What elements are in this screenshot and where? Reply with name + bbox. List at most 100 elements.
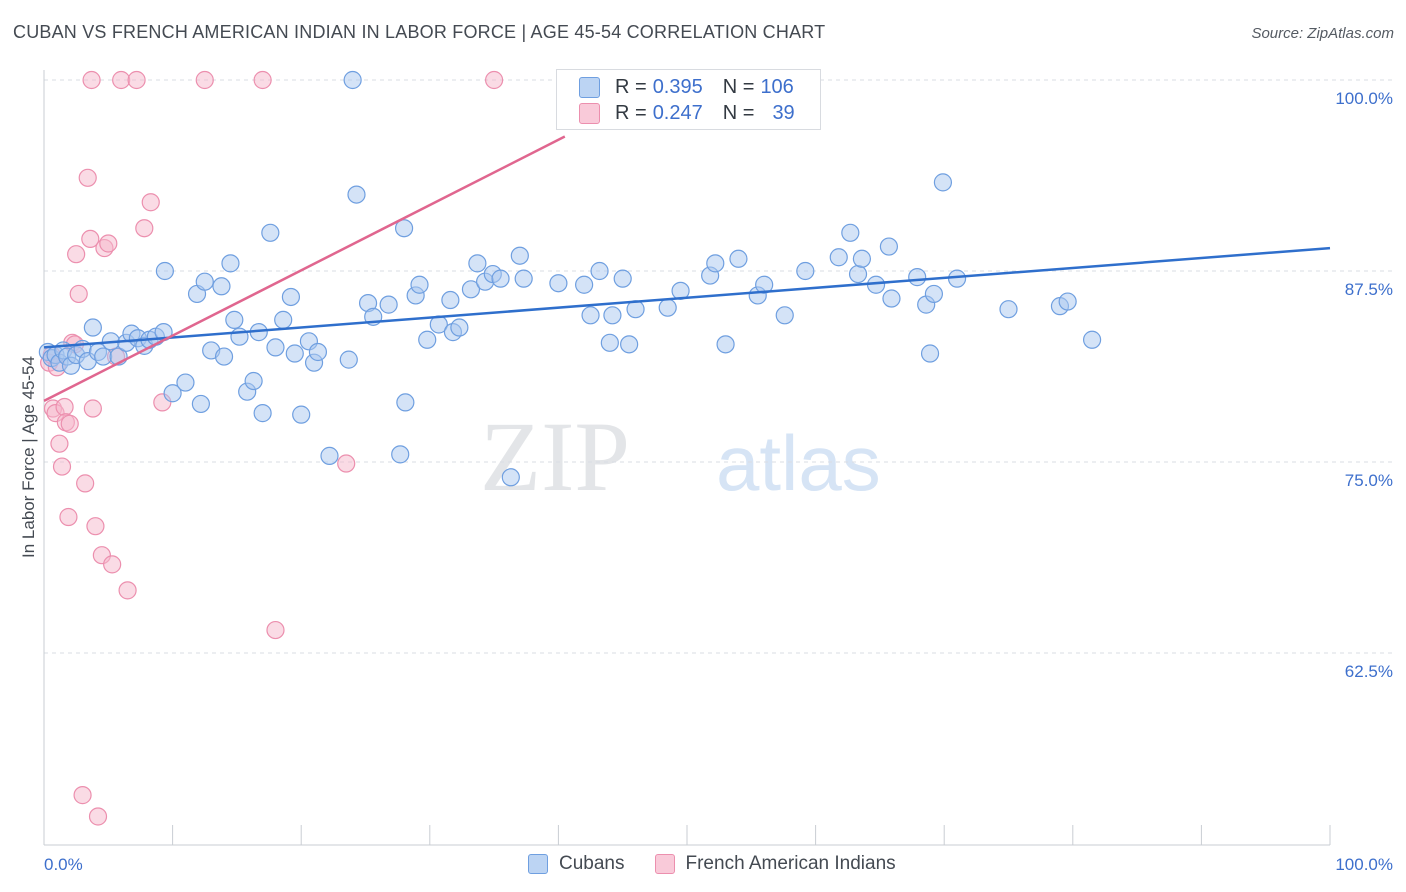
french-point-26 bbox=[103, 555, 122, 574]
legend-item-cubans: Cubans bbox=[528, 853, 625, 875]
y-axis-label: In Labor Force | Age 45-54 bbox=[19, 356, 38, 558]
cuban-point-106 bbox=[1058, 292, 1077, 311]
cuban-point-74 bbox=[581, 306, 600, 325]
axes bbox=[43, 70, 1330, 846]
source-label: Source: ZipAtlas.com bbox=[1251, 25, 1394, 42]
cuban-point-54 bbox=[391, 445, 410, 464]
cubans-swatch bbox=[579, 76, 600, 98]
cuban-point-26 bbox=[191, 394, 210, 414]
cuban-point-50 bbox=[347, 185, 366, 204]
french-point-10 bbox=[60, 414, 79, 433]
cuban-point-72 bbox=[549, 274, 568, 293]
cuban-point-70 bbox=[510, 246, 529, 265]
cuban-point-102 bbox=[933, 173, 953, 192]
x-ticks bbox=[43, 825, 1331, 845]
r-label: R = bbox=[615, 101, 647, 124]
cuban-point-104 bbox=[999, 300, 1018, 319]
cuban-point-64 bbox=[461, 280, 481, 299]
cuban-point-12 bbox=[94, 347, 113, 366]
cuban-point-58 bbox=[410, 275, 429, 294]
y-tick-label-0: 100.0% bbox=[1335, 89, 1393, 108]
cuban-point-85 bbox=[716, 335, 735, 354]
x-tick-labels: 0.0% 100.0% bbox=[44, 855, 1393, 874]
french-point-34 bbox=[195, 70, 214, 90]
y-tick-labels: 100.0% 87.5% 75.0% 62.5% bbox=[1335, 89, 1393, 681]
cuban-point-35 bbox=[244, 371, 263, 391]
french-n-value: 39 bbox=[772, 101, 795, 124]
cuban-point-107 bbox=[1082, 330, 1102, 349]
n-label: N = bbox=[722, 101, 755, 124]
r-label: R = bbox=[615, 75, 647, 98]
n-label: N = bbox=[722, 75, 755, 98]
cuban-point-81 bbox=[658, 298, 677, 317]
cuban-point-55 bbox=[394, 219, 414, 238]
french-point-17 bbox=[78, 168, 97, 187]
series-legend: Cubans French American Indians bbox=[528, 852, 926, 876]
cuban-point-38 bbox=[261, 223, 280, 242]
french-point-25 bbox=[99, 234, 118, 253]
cuban-point-86 bbox=[729, 249, 748, 268]
french-point-21 bbox=[86, 517, 105, 536]
french-point-14 bbox=[69, 284, 88, 304]
gridlines bbox=[44, 79, 1394, 654]
cuban-point-88 bbox=[755, 275, 774, 294]
cuban-point-91 bbox=[829, 248, 848, 267]
correlation-legend: R = 0.395 N = 106 R = 0.247 N = 39 bbox=[556, 69, 821, 130]
cuban-point-65 bbox=[468, 254, 487, 273]
cuban-point-77 bbox=[603, 306, 622, 325]
cuban-point-68 bbox=[491, 269, 510, 288]
french-point-31 bbox=[135, 219, 154, 238]
french-point-37 bbox=[337, 454, 356, 473]
cuban-point-39 bbox=[266, 338, 285, 357]
french-point-30 bbox=[127, 70, 146, 90]
cuban-point-23 bbox=[163, 384, 182, 403]
cuban-point-22 bbox=[155, 261, 174, 281]
cuban-point-29 bbox=[212, 277, 231, 296]
french-point-16 bbox=[76, 474, 95, 493]
cuban-point-96 bbox=[879, 237, 899, 256]
cuban-point-78 bbox=[613, 269, 632, 288]
cuban-point-30 bbox=[214, 347, 234, 366]
cuban-point-63 bbox=[450, 318, 469, 337]
watermark-atlas: atlas bbox=[716, 419, 881, 507]
french-point-5 bbox=[50, 434, 69, 453]
french-point-18 bbox=[81, 229, 100, 249]
cuban-point-32 bbox=[225, 310, 244, 329]
cuban-point-31 bbox=[221, 254, 240, 273]
legend-item-french: French American Indians bbox=[654, 853, 896, 875]
watermark-zip: ZIP bbox=[480, 401, 630, 512]
cuban-point-10 bbox=[83, 318, 102, 337]
legend-row-cubans: R = 0.395 N = 106 bbox=[579, 75, 794, 99]
french-point-15 bbox=[73, 786, 92, 805]
cuban-point-89 bbox=[775, 306, 794, 325]
cuban-point-40 bbox=[274, 310, 293, 329]
french-american-indians-points bbox=[40, 70, 504, 826]
cuban-point-47 bbox=[320, 446, 339, 465]
french-point-32 bbox=[141, 193, 160, 212]
trend-lines bbox=[43, 135, 1331, 402]
french-point-29 bbox=[118, 581, 137, 600]
x-tick-label-1: 100.0% bbox=[1335, 855, 1393, 874]
cuban-point-48 bbox=[339, 350, 358, 369]
cuban-point-100 bbox=[920, 344, 940, 363]
cubans-legend-label: Cubans bbox=[559, 853, 625, 874]
french-point-9 bbox=[59, 507, 78, 527]
cuban-point-53 bbox=[379, 295, 398, 314]
cuban-point-90 bbox=[796, 261, 815, 281]
cuban-point-79 bbox=[620, 335, 639, 354]
french-point-20 bbox=[83, 399, 102, 418]
cuban-point-46 bbox=[308, 342, 328, 362]
cuban-point-69 bbox=[501, 468, 520, 487]
cubans-r-value: 0.395 bbox=[652, 75, 703, 98]
french-point-19 bbox=[82, 70, 101, 90]
french-point-6 bbox=[52, 457, 72, 476]
y-tick-label-3: 62.5% bbox=[1345, 662, 1393, 681]
french-trend-line bbox=[43, 135, 566, 402]
french-legend-label: French American Indians bbox=[685, 853, 896, 874]
cuban-point-49 bbox=[343, 70, 362, 90]
cubans-points bbox=[38, 70, 1102, 487]
cuban-point-101 bbox=[924, 284, 944, 304]
cuban-point-59 bbox=[418, 330, 437, 349]
cuban-point-61 bbox=[441, 290, 460, 310]
